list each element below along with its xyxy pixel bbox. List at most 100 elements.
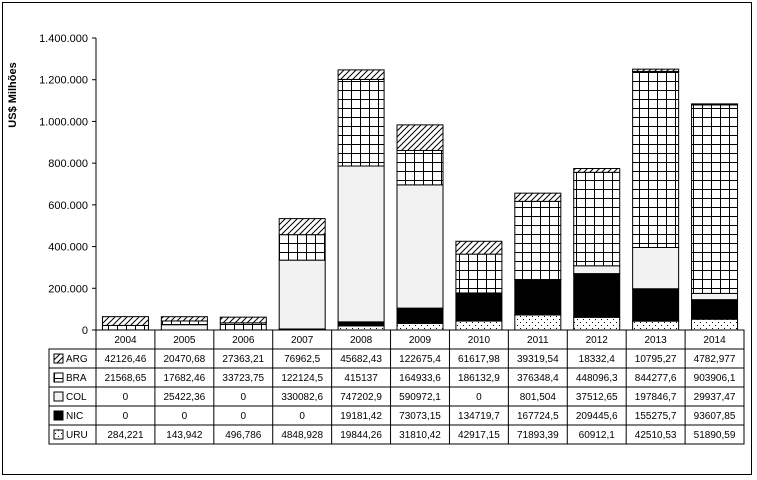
table-cell: 73073,15 — [399, 411, 441, 422]
table-cell: 42917,15 — [458, 430, 500, 441]
table-cell: 164933,6 — [399, 373, 441, 384]
bar-bra-2012 — [573, 171, 621, 267]
legend-key-arg — [53, 353, 64, 364]
table-cell: 0 — [299, 411, 305, 422]
table-cell: 71893,39 — [517, 430, 559, 441]
table-cell: 330082,6 — [281, 392, 323, 403]
bar-bra-2011 — [514, 200, 562, 281]
x-tick-label: 2007 — [291, 335, 314, 346]
bar-uru-2013 — [632, 320, 680, 331]
table-cell: 844277,6 — [635, 373, 677, 384]
table-cell: 33723,75 — [222, 373, 264, 384]
table-cell: 155275,7 — [635, 411, 677, 422]
table-cell: 903906,1 — [694, 373, 736, 384]
bar-arg-2005 — [160, 316, 208, 322]
bar-bra-2005 — [160, 320, 208, 326]
table-cell: 284,221 — [107, 430, 144, 441]
table-cell: 590972,1 — [399, 392, 441, 403]
bar-nic-2010 — [455, 292, 503, 322]
bar-col-2007 — [278, 259, 326, 330]
legend-key-uru — [53, 429, 64, 440]
bar-uru-2010 — [455, 320, 503, 331]
series-label: URU — [66, 430, 88, 441]
bar-arg-2013 — [632, 68, 680, 72]
table-cell: 21568,65 — [105, 373, 147, 384]
bar-bra-2004 — [101, 324, 149, 331]
table-cell: 27363,21 — [222, 354, 264, 365]
table-cell: 496,786 — [225, 430, 262, 441]
table-cell: 20470,68 — [164, 354, 206, 365]
table-cell: 19844,26 — [340, 430, 382, 441]
y-tick-label: 0 — [82, 325, 88, 337]
y-tick-label: 1.200.000 — [39, 75, 88, 87]
table-cell: 376348,4 — [517, 373, 559, 384]
y-tick-label: 800.000 — [48, 158, 88, 170]
x-tick-label: 2012 — [586, 335, 609, 346]
bar-arg-2004 — [101, 316, 149, 326]
y-axis-title: US$ Milhões — [7, 62, 19, 127]
bar-col-2005 — [160, 324, 208, 331]
x-tick-label: 2009 — [409, 335, 432, 346]
table-cell: 93607,85 — [694, 411, 736, 422]
bar-arg-2006 — [219, 316, 267, 324]
x-tick-label: 2010 — [468, 335, 491, 346]
x-tick-label: 2013 — [645, 335, 668, 346]
table-cell: 415137 — [344, 373, 378, 384]
bar-bra-2010 — [455, 253, 503, 294]
bar-uru-2008 — [337, 325, 385, 331]
y-tick-label: 600.000 — [48, 200, 88, 212]
data-table: 2004 2005 2006 2007 2008 2009 2010 2011 2012 2013… — [48, 329, 745, 445]
bar-col-2012 — [573, 265, 621, 275]
table-cell: 448096,3 — [576, 373, 618, 384]
bar-nic-2012 — [573, 273, 621, 318]
bar-nic-2013 — [632, 288, 680, 322]
bar-col-2013 — [632, 246, 680, 290]
table-cell: 4848,928 — [281, 430, 323, 441]
y-tick-label: 1.000.000 — [39, 116, 88, 128]
table-cell: 167724,5 — [517, 411, 559, 422]
y-tick-label: 400.000 — [48, 242, 88, 254]
table-cell: 209445,6 — [576, 411, 618, 422]
bar-bra-2006 — [219, 322, 267, 331]
bar-nic-2009 — [396, 307, 444, 324]
bar-arg-2009 — [396, 124, 444, 151]
table-cell: 801,504 — [520, 392, 557, 403]
table-cell: 29937,47 — [694, 392, 736, 403]
table-cell: 45682,43 — [340, 354, 382, 365]
table-cell: 42510,53 — [635, 430, 677, 441]
table-cell: 143,942 — [166, 430, 203, 441]
table-cell: 10795,27 — [635, 354, 677, 365]
table-cell: 37512,65 — [576, 392, 618, 403]
legend-key-nic — [53, 410, 64, 421]
table-cell: 17682,46 — [164, 373, 206, 384]
bar-uru-2012 — [573, 316, 621, 331]
table-cell: 76962,5 — [284, 354, 321, 365]
x-tick-label: 2005 — [173, 335, 196, 346]
table-cell: 42126,46 — [105, 354, 147, 365]
y-axis: 0 200.000 400.000 600.000 800.000 1.000.000 1.… — [39, 33, 97, 337]
table-cell: 0 — [476, 392, 482, 403]
x-tick-label: 2004 — [114, 335, 137, 346]
table-cell: 18332,4 — [579, 354, 616, 365]
series-label: BRA — [66, 373, 87, 384]
bar-uru-2014 — [691, 318, 739, 331]
legend-key-bra — [53, 372, 64, 383]
bar-uru-2009 — [396, 322, 444, 331]
bar-bra-2007 — [278, 234, 326, 261]
table-cell: 134719,7 — [458, 411, 500, 422]
table-cell: 60912,1 — [579, 430, 616, 441]
x-tick-label: 2008 — [350, 335, 373, 346]
series-label: NIC — [66, 411, 83, 422]
bar-arg-2010 — [455, 240, 503, 255]
table-cell: 25422,36 — [164, 392, 206, 403]
bar-arg-2008 — [337, 69, 385, 80]
table-cell: 122124,5 — [281, 373, 323, 384]
table-cell: 0 — [240, 411, 246, 422]
bars — [101, 68, 739, 331]
table-cell: 31810,42 — [399, 430, 441, 441]
legend-key-col — [53, 391, 64, 402]
table-cell: 0 — [123, 392, 129, 403]
bar-arg-2012 — [573, 168, 621, 173]
table-cell: 747202,9 — [340, 392, 382, 403]
